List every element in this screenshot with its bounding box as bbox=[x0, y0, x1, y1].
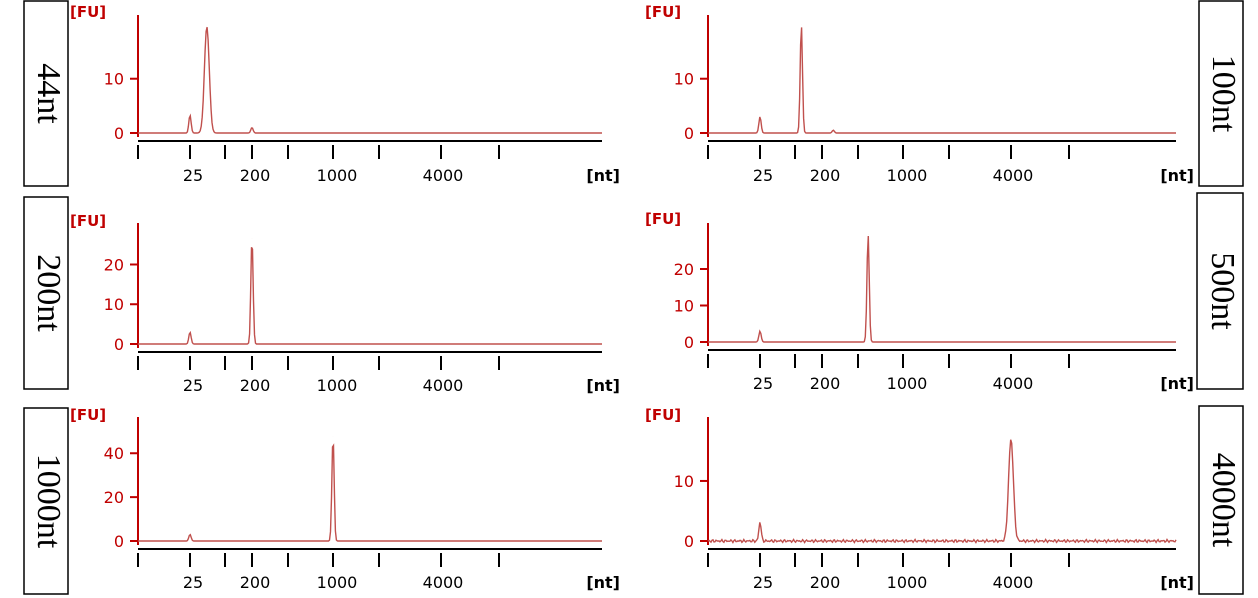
x-tick-label: 1000 bbox=[317, 376, 358, 395]
x-tick-label: 25 bbox=[183, 166, 203, 185]
sample-label-box bbox=[1198, 405, 1244, 595]
y-axis-label: [FU] bbox=[645, 210, 681, 228]
chart-panel-500nt: 0 10 20 [FU] 25 200 1000 4000 [nt] 500nt bbox=[645, 192, 1244, 393]
chart-panel-4000nt: 0 10 [FU] 25 200 1000 4000 [nt] 4000nt bbox=[645, 405, 1244, 595]
y-axis-label: [FU] bbox=[70, 212, 106, 230]
x-tick-label: 25 bbox=[753, 166, 773, 185]
y-axis-label: [FU] bbox=[70, 406, 106, 424]
x-tick-label: 1000 bbox=[887, 573, 928, 592]
x-tick-label: 25 bbox=[753, 573, 773, 592]
sample-label: 4000nt bbox=[1205, 453, 1242, 548]
y-axis-label: [FU] bbox=[70, 3, 106, 21]
x-axis-label: [nt] bbox=[1160, 573, 1194, 592]
sample-label-box bbox=[23, 196, 69, 390]
y-tick-label: 40 bbox=[104, 444, 124, 463]
x-tick-label: 4000 bbox=[423, 166, 464, 185]
x-tick-label: 200 bbox=[810, 573, 841, 592]
sample-label-box bbox=[23, 407, 69, 595]
trace-line bbox=[707, 439, 1177, 544]
x-tick-label: 1000 bbox=[317, 166, 358, 185]
x-tick-label: 1000 bbox=[887, 166, 928, 185]
chart-panel-44nt: 0 10 [FU] 25 200 1000 4000 [nt] 44nt bbox=[23, 0, 620, 187]
chart-panel-200nt: 0 10 20 [FU] 25 200 1000 4000 [nt] 200nt bbox=[23, 196, 620, 395]
y-tick-label: 0 bbox=[114, 335, 124, 354]
y-tick-label: 20 bbox=[104, 488, 124, 507]
y-tick-label: 0 bbox=[684, 124, 694, 143]
y-tick-label: 10 bbox=[104, 70, 124, 89]
y-tick-label: 20 bbox=[674, 260, 694, 279]
chart-panel-1000nt: 0 20 40 [FU] 25 200 1000 4000 [nt] 1000nt bbox=[23, 406, 620, 595]
trace-line bbox=[708, 27, 1176, 134]
y-tick-label: 10 bbox=[674, 70, 694, 89]
x-axis-label: [nt] bbox=[1160, 374, 1194, 393]
y-tick-label: 0 bbox=[114, 124, 124, 143]
y-tick-label: 10 bbox=[674, 297, 694, 316]
x-tick-label: 200 bbox=[240, 376, 271, 395]
y-tick-label: 0 bbox=[684, 333, 694, 352]
x-axis-label: [nt] bbox=[586, 376, 620, 395]
x-tick-label: 200 bbox=[240, 166, 271, 185]
sample-label: 1000nt bbox=[30, 454, 67, 549]
y-tick-label: 0 bbox=[114, 532, 124, 551]
sample-label-box bbox=[1196, 192, 1244, 390]
x-tick-label: 4000 bbox=[423, 573, 464, 592]
x-tick-label: 1000 bbox=[317, 573, 358, 592]
x-tick-label: 1000 bbox=[887, 374, 928, 393]
trace-line bbox=[708, 235, 1176, 343]
x-axis-label: [nt] bbox=[586, 166, 620, 185]
sample-label-box bbox=[23, 0, 69, 187]
x-tick-label: 4000 bbox=[993, 166, 1034, 185]
sample-label-box bbox=[1198, 0, 1244, 187]
x-tick-label: 25 bbox=[183, 573, 203, 592]
trace-line bbox=[138, 246, 602, 345]
sample-label: 200nt bbox=[30, 254, 67, 332]
y-tick-label: 0 bbox=[684, 532, 694, 551]
y-tick-label: 10 bbox=[674, 472, 694, 491]
chart-panel-100nt: 0 10 [FU] 25 200 1000 4000 [nt] 100nt bbox=[645, 0, 1244, 187]
trace-line bbox=[138, 27, 602, 134]
y-tick-label: 10 bbox=[104, 295, 124, 314]
trace-line bbox=[138, 443, 602, 542]
x-tick-label: 4000 bbox=[993, 374, 1034, 393]
x-tick-label: 25 bbox=[183, 376, 203, 395]
x-tick-label: 200 bbox=[810, 374, 841, 393]
y-axis-label: [FU] bbox=[645, 406, 681, 424]
x-axis-label: [nt] bbox=[1160, 166, 1194, 185]
x-tick-label: 4000 bbox=[423, 376, 464, 395]
sample-label: 44nt bbox=[30, 63, 67, 124]
y-tick-label: 20 bbox=[104, 255, 124, 274]
sample-label: 500nt bbox=[1204, 252, 1241, 330]
sample-label: 100nt bbox=[1205, 55, 1242, 133]
x-tick-label: 4000 bbox=[993, 573, 1034, 592]
x-tick-label: 200 bbox=[810, 166, 841, 185]
x-tick-label: 200 bbox=[240, 573, 271, 592]
y-axis-label: [FU] bbox=[645, 3, 681, 21]
x-tick-label: 25 bbox=[753, 374, 773, 393]
x-axis-label: [nt] bbox=[586, 573, 620, 592]
